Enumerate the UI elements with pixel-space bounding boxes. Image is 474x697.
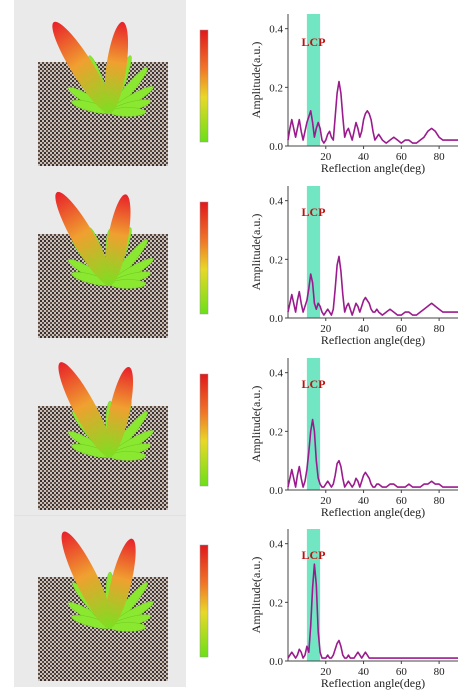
chart-panel: LCP 0.0 0.2 0.4 20 40 60 80 Reflection angle(deg… [240, 344, 474, 526]
y-tick-label: 0.2 [269, 597, 283, 609]
x-tick-label: 20 [320, 323, 332, 335]
x-tick-label: 80 [434, 323, 446, 335]
amplitude-chart: LCP 0.0 0.2 0.4 20 40 60 80 Reflection angle(deg… [249, 358, 458, 519]
chart-panel: LCP 0.0 0.2 0.4 20 40 60 80 Reflection angle(deg… [240, 172, 474, 354]
colorbar [199, 373, 209, 487]
x-tick-label: 20 [320, 666, 332, 678]
y-tick-label: 0.4 [269, 368, 283, 380]
y-tick-label: 0.0 [269, 141, 283, 153]
x-tick-label: 60 [396, 151, 408, 163]
y-tick-label: 0.0 [269, 485, 283, 497]
y-tick-label: 0.4 [269, 196, 283, 208]
x-tick-label: 80 [434, 495, 446, 507]
x-tick-label: 20 [320, 495, 332, 507]
amplitude-series-line [287, 80, 458, 144]
amplitude-chart: LCP 0.0 0.2 0.4 20 40 60 80 Reflection angle(deg… [249, 529, 458, 690]
side-lobe [109, 107, 147, 117]
x-axis-title: Reflection angle(deg) [321, 676, 425, 690]
simulation-panel [0, 172, 240, 344]
x-axis-title: Reflection angle(deg) [321, 505, 425, 519]
amplitude-series-line [287, 563, 458, 659]
x-axis-title: Reflection angle(deg) [321, 161, 425, 175]
x-tick-label: 80 [434, 666, 446, 678]
y-axis-title: Amplitude(a.u.) [249, 214, 263, 291]
amplitude-series-line [287, 255, 458, 316]
x-tick-label: 80 [434, 151, 446, 163]
y-axis-title: Amplitude(a.u.) [249, 557, 263, 634]
y-tick-label: 0.2 [269, 254, 283, 266]
y-tick-label: 0.2 [269, 426, 283, 438]
y-tick-label: 0.2 [269, 82, 283, 94]
x-tick-label: 60 [396, 666, 408, 678]
chart-panel: LCP 0.0 0.2 0.4 20 40 60 80 Reflection angle(deg… [240, 0, 474, 182]
colorbar [199, 544, 209, 658]
y-tick-label: 0.4 [269, 539, 283, 551]
y-tick-label: 0.0 [269, 313, 283, 325]
lcp-main-lobe [105, 366, 134, 458]
y-tick-label: 0.4 [269, 24, 283, 36]
x-tick-label: 20 [320, 151, 332, 163]
lcp-band-label: LCP [302, 205, 326, 219]
metasurface-mesh [38, 234, 168, 338]
rcp-main-lobe [61, 531, 113, 630]
lcp-band-label: LCP [302, 377, 326, 391]
chart-panel: LCP 0.0 0.2 0.4 20 40 60 80 Reflection angle(deg… [240, 515, 474, 697]
x-tick-label: 40 [358, 323, 370, 335]
simulation-render [14, 0, 209, 172]
x-tick-label: 40 [358, 666, 370, 678]
side-lobe [109, 279, 147, 289]
x-tick-label: 40 [358, 495, 370, 507]
amplitude-chart: LCP 0.0 0.2 0.4 20 40 60 80 Reflection angle(deg… [249, 14, 458, 175]
lcp-highlight-band [306, 186, 321, 318]
lcp-band-label: LCP [302, 35, 326, 49]
lcp-main-lobe [105, 194, 131, 286]
y-axis-title: Amplitude(a.u.) [249, 42, 263, 119]
amplitude-chart: LCP 0.0 0.2 0.4 20 40 60 80 Reflection angle(deg… [249, 186, 458, 347]
simulation-panel [0, 344, 240, 516]
colorbar [199, 29, 209, 143]
x-axis-title: Reflection angle(deg) [321, 333, 425, 347]
rcp-main-lobe [55, 191, 113, 287]
side-lobe [109, 451, 147, 461]
simulation-panel [0, 0, 240, 172]
y-axis-title: Amplitude(a.u.) [249, 386, 263, 463]
colorbar [199, 201, 209, 315]
lcp-band-label: LCP [302, 548, 326, 562]
rcp-main-lobe [58, 362, 113, 459]
simulation-render [14, 344, 209, 516]
rcp-main-lobe [52, 21, 113, 115]
lcp-main-lobe [106, 538, 136, 629]
x-tick-label: 60 [396, 323, 408, 335]
y-tick-label: 0.0 [269, 656, 283, 668]
x-tick-label: 60 [396, 495, 408, 507]
simulation-render [14, 172, 209, 344]
amplitude-series-line [287, 418, 458, 488]
metasurface-mesh [38, 62, 168, 166]
x-tick-label: 40 [358, 151, 370, 163]
simulation-render [14, 515, 209, 687]
lcp-main-lobe [104, 21, 129, 114]
simulation-panel [0, 515, 240, 687]
